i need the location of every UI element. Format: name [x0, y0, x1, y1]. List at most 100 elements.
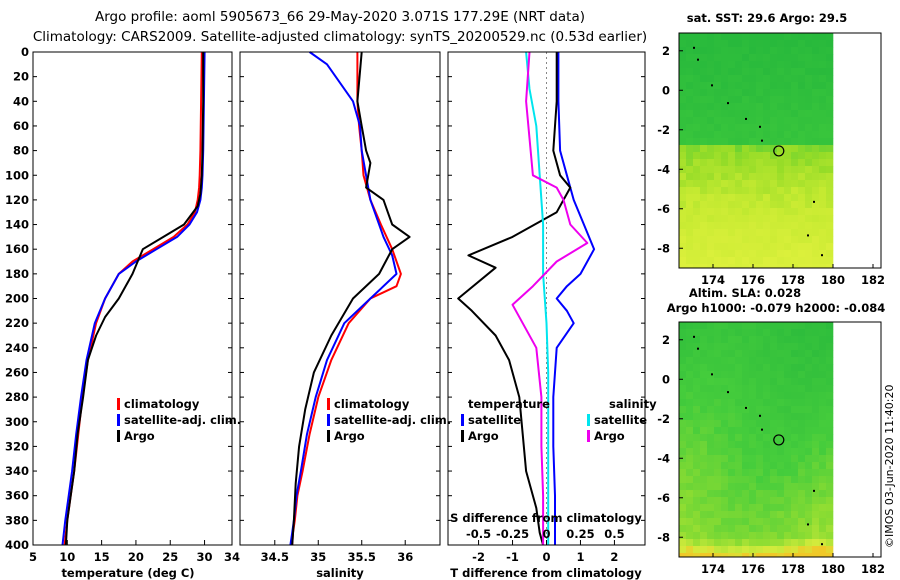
sst-cell — [728, 229, 736, 237]
sla-cell — [770, 511, 778, 519]
sla-cell — [735, 399, 743, 407]
sst-cell — [686, 201, 694, 209]
sst-cell — [735, 243, 743, 251]
sla-cell — [700, 420, 708, 428]
sla-cell — [693, 469, 701, 477]
sla-cell — [679, 539, 687, 547]
sst-cell — [728, 47, 736, 55]
sst-cell — [812, 222, 820, 230]
sst-cell — [742, 110, 750, 118]
sst-cell — [693, 243, 701, 251]
sla-cell — [714, 385, 722, 393]
temperature-axis-label: temperature (deg C) — [61, 566, 194, 580]
sla-cell — [735, 504, 743, 512]
sst-cell — [812, 117, 820, 125]
sst-cell — [700, 208, 708, 216]
sla-cell — [819, 350, 827, 358]
sst-cell — [693, 40, 701, 48]
sst-cell — [805, 103, 813, 111]
sst-cell — [826, 82, 834, 90]
sst-cell — [770, 194, 778, 202]
sla-cell — [707, 546, 715, 554]
sst-cell — [679, 152, 687, 160]
sla-cell — [721, 420, 729, 428]
plot-frame — [239, 51, 441, 546]
sst-cell — [742, 257, 750, 265]
island-marker — [807, 523, 809, 526]
sst-cell — [679, 40, 687, 48]
sst-cell — [742, 222, 750, 230]
sst-cell — [819, 243, 827, 251]
sst-cell — [700, 215, 708, 223]
sst-cell — [798, 89, 806, 97]
sla-cell — [714, 378, 722, 386]
sst-cell — [735, 173, 743, 181]
sst-cell — [763, 250, 771, 258]
sst-cell — [805, 250, 813, 258]
sla-cell — [805, 448, 813, 456]
sst-cell — [714, 201, 722, 209]
sst-cell — [686, 208, 694, 216]
sla-cell — [700, 322, 708, 330]
sst-cell — [693, 229, 701, 237]
sst-cell — [791, 173, 799, 181]
y-tick-label: 180 — [5, 267, 29, 281]
sst-cell — [805, 110, 813, 118]
sla-cell — [770, 483, 778, 491]
sst-cell — [693, 250, 701, 258]
sla-cell — [742, 546, 750, 554]
sst-cell — [742, 82, 750, 90]
sst-cell — [735, 89, 743, 97]
sla-cell — [742, 525, 750, 533]
sst-cell — [812, 75, 820, 83]
sla-cell — [756, 490, 764, 498]
sla-cell — [784, 413, 792, 421]
sla-cell — [742, 462, 750, 470]
salinity-legend: climatology satellite-adj. clim. Argo — [327, 397, 451, 443]
sla-cell — [749, 392, 757, 400]
sla-cell — [749, 427, 757, 435]
sst-cell — [742, 187, 750, 195]
sla-cell — [777, 518, 785, 526]
sst-cell — [805, 173, 813, 181]
sst-cell — [784, 152, 792, 160]
sst-cell — [742, 215, 750, 223]
sst-cell — [742, 173, 750, 181]
sst-cell — [735, 103, 743, 111]
sst-cell — [756, 236, 764, 244]
sla-cell — [693, 448, 701, 456]
sla-cell — [770, 546, 778, 554]
sst-cell — [763, 89, 771, 97]
sst-cell — [756, 61, 764, 69]
sla-cell — [777, 490, 785, 498]
sla-cell — [770, 476, 778, 484]
sla-cell — [812, 483, 820, 491]
sla-cell — [749, 343, 757, 351]
sla-cell — [707, 371, 715, 379]
sst-cell — [791, 215, 799, 223]
sla-cell — [798, 329, 806, 337]
sla-cell — [707, 413, 715, 421]
sla-cell — [770, 455, 778, 463]
sst-cell — [756, 96, 764, 104]
sst-cell — [714, 145, 722, 153]
sla-cell — [721, 518, 729, 526]
sla-cell — [798, 553, 806, 558]
sla-cell — [819, 448, 827, 456]
sst-cell — [812, 47, 820, 55]
sla-cell — [742, 406, 750, 414]
sla-cell — [791, 476, 799, 484]
sla-cell — [812, 343, 820, 351]
sla-cell — [770, 539, 778, 547]
sst-cell — [749, 250, 757, 258]
sla-cell — [721, 497, 729, 505]
sla-cell — [812, 322, 820, 330]
sst-cell — [826, 47, 834, 55]
sst-cell — [707, 173, 715, 181]
sst-cell — [756, 264, 764, 269]
sla-cell — [756, 406, 764, 414]
sst-cell — [805, 208, 813, 216]
sst-cell — [700, 89, 708, 97]
sla-cell — [756, 455, 764, 463]
sst-cell — [770, 75, 778, 83]
